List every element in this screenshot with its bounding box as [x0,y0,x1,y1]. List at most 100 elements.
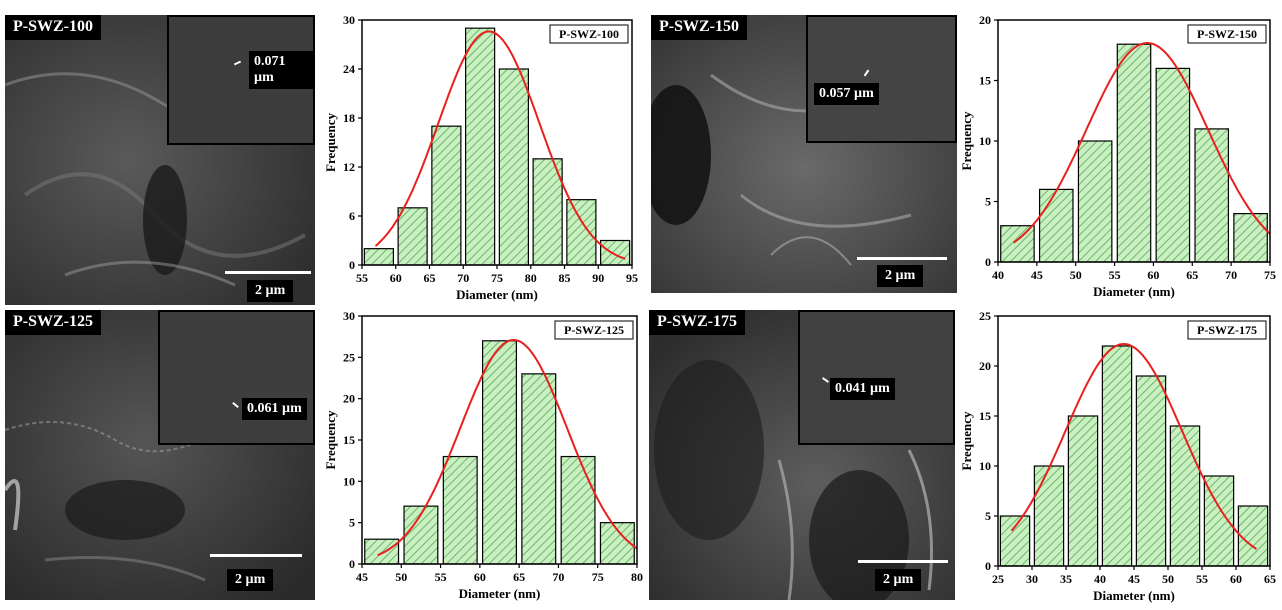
x-tick-label: 70 [1225,268,1237,282]
y-tick-label: 20 [979,359,991,373]
x-tick-label: 70 [552,570,564,584]
x-tick-label: 55 [1109,268,1121,282]
gaussian-fit-curve [374,30,626,260]
histogram-bar [465,27,496,266]
y-tick-label: 12 [343,160,355,174]
measure-marker [822,377,829,383]
y-tick-label: 25 [343,350,355,364]
inset-measurement: 0.071 µm [249,51,313,89]
x-tick-label: 55 [435,570,447,584]
x-tick-label: 50 [1070,268,1082,282]
histogram-p-swz-150: 40 45 50 55 60 65 70 75 0 5 10 15 20 Diameter (nm) Fre… [959,13,1276,299]
x-tick-label: 35 [1060,572,1072,586]
histogram-bar [1116,43,1152,263]
x-tick-label: 40 [1094,572,1106,586]
y-tick-label: 10 [343,474,355,488]
legend-box [554,320,634,340]
x-tick-label: 40 [992,268,1004,282]
sem-label: P-SWZ-150 [651,15,747,40]
histogram-bar [600,239,631,266]
inset-image: 0.061 µm [158,310,315,445]
x-tick-label: 65 [424,271,436,285]
gaussian-fit-curve [377,338,638,557]
x-axis-label: Diameter (nm) [459,586,541,601]
histogram-bar [521,373,557,565]
scale-label: 2 µm [227,569,274,591]
histogram-bar [566,199,597,266]
scale-label: 2 µm [247,280,294,302]
y-tick-label: 0 [985,255,991,269]
scale-label: 2 µm [875,569,922,591]
y-tick-label: 15 [343,433,355,447]
legend-box [1187,320,1267,340]
inset-image: 0.071 µm [167,15,315,145]
gaussian-fit-curve [1012,42,1271,244]
y-tick-label: 20 [979,13,991,27]
histogram-bar [431,125,462,266]
x-tick-label: 25 [992,572,1004,586]
x-axis-label: Diameter (nm) [1093,588,1175,603]
x-tick-label: 65 [1264,572,1276,586]
x-axis-label: Diameter (nm) [456,287,538,302]
legend-label: P-SWZ-175 [1197,323,1257,337]
histogram-p-swz-100: 55 60 65 70 75 80 85 90 95 0 6 12 18 24 30 Diameter (nm… [323,13,638,302]
y-axis-label: Frequency [959,411,974,470]
x-tick-label: 65 [1186,268,1198,282]
legend-box [549,24,629,44]
histogram-bar [1077,140,1113,263]
histogram-bar [363,248,394,266]
gaussian-fit-curve [1010,342,1257,550]
y-axis-label: Frequency [959,111,974,170]
legend-box [1187,24,1267,44]
x-tick-label: 65 [513,570,525,584]
x-tick-label: 80 [631,570,643,584]
histogram-bar [1038,188,1074,263]
y-axis-label: Frequency [323,410,338,469]
y-tick-label: 15 [979,74,991,88]
y-tick-label: 20 [343,392,355,406]
y-tick-label: 5 [985,195,991,209]
histogram-bar [1169,425,1201,567]
inset-measurement: 0.057 µm [814,83,879,105]
measure-marker [233,60,242,66]
x-tick-label: 60 [1230,572,1242,586]
y-tick-label: 0 [349,258,355,272]
sem-label: P-SWZ-175 [649,310,745,335]
x-tick-label: 75 [592,570,604,584]
y-axis-label: Frequency [323,113,338,172]
sem-image-p-swz-100: P-SWZ-100 0.071 µm 2 µm [5,15,315,305]
histogram-bar [1033,465,1065,567]
y-tick-label: 25 [979,309,991,323]
y-tick-label: 6 [349,209,355,223]
scale-bar [210,554,302,557]
x-tick-label: 55 [1196,572,1208,586]
histogram-bar [1237,505,1269,567]
x-tick-label: 75 [1264,268,1276,282]
scale-label: 2 µm [877,265,924,287]
sem-label: P-SWZ-100 [5,15,101,40]
inset-measurement: 0.041 µm [830,378,895,400]
histogram-bar [999,515,1031,567]
inset-measurement: 0.061 µm [242,398,307,420]
histogram-bar [1067,415,1099,567]
sem-image-p-swz-175: P-SWZ-175 0.041 µm 2 µm [649,310,955,600]
histogram-bar [442,455,478,565]
x-tick-label: 85 [559,271,571,285]
y-tick-label: 24 [343,62,355,76]
x-tick-label: 60 [474,570,486,584]
y-tick-label: 5 [349,516,355,530]
scale-bar [858,560,948,563]
x-tick-label: 45 [1031,268,1043,282]
inset-image: 0.041 µm [798,310,955,445]
sem-image-p-swz-150: P-SWZ-150 0.057 µm 2 µm [651,15,957,293]
x-tick-label: 75 [491,271,503,285]
x-axis-label: Diameter (nm) [1093,284,1175,299]
x-tick-label: 60 [390,271,402,285]
measure-marker [863,69,870,77]
y-tick-label: 10 [979,134,991,148]
histogram-bar [1233,213,1268,263]
y-tick-label: 30 [343,309,355,323]
y-tick-label: 5 [985,509,991,523]
x-tick-label: 50 [1162,572,1174,586]
histogram-bar [498,68,529,266]
